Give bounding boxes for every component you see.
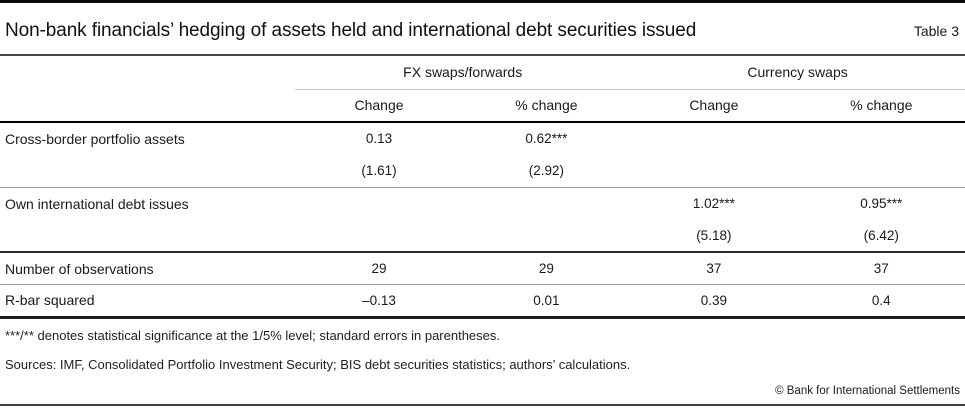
table-header: Non-bank financials’ hedging of assets h…: [0, 3, 965, 56]
column-header: Change: [354, 97, 404, 114]
cell-value: 0.13: [365, 131, 393, 147]
cell-value: [798, 155, 965, 188]
column-header: % change: [515, 97, 578, 114]
cell-value: [295, 187, 462, 220]
cell-value: 0.62***: [525, 131, 568, 147]
table-row: Own international debt issues 1.02*** 0.…: [0, 187, 965, 220]
copyright-notice: © Bank for International Settlements: [775, 385, 960, 397]
cell-value: 37: [706, 261, 722, 276]
column-header: % change: [850, 97, 913, 114]
row-label: Number of observations: [5, 260, 154, 277]
cell-value: [463, 220, 630, 253]
top-rule: [0, 0, 965, 3]
cell-value: [798, 122, 965, 155]
cell-value: [630, 122, 797, 155]
cell-value: 1.02***: [692, 196, 735, 211]
cell-value: [295, 220, 462, 253]
cell-value: 29: [371, 261, 387, 276]
cell-value: [630, 155, 797, 188]
column-header-row: Change % change Change % change: [0, 89, 965, 122]
row-label: R-bar squared: [5, 292, 95, 309]
cell-value: –0.13: [362, 292, 396, 308]
table-number-label: Table 3: [913, 22, 959, 39]
empty-corner-cell: [0, 89, 295, 122]
table-row: (1.61) (2.92): [0, 155, 965, 188]
sources-footnote: Sources: IMF, Consolidated Portfolio Inv…: [5, 356, 631, 372]
cell-value: 0.01: [533, 292, 560, 308]
column-group-row: FX swaps/forwards Currency swaps: [0, 56, 965, 90]
cell-value: 0.95***: [860, 196, 903, 211]
cell-value: (1.61): [361, 163, 397, 178]
cell-value: [463, 187, 630, 220]
row-label: Own international debt issues: [5, 195, 189, 212]
cell-value: 0.4: [871, 292, 891, 308]
cell-value: 0.39: [700, 292, 727, 308]
cell-value: 29: [538, 261, 554, 276]
page-title: Non-bank financials’ hedging of assets h…: [5, 19, 697, 41]
empty-corner-cell: [0, 56, 295, 89]
cell-value: (2.92): [528, 163, 565, 178]
regression-table: FX swaps/forwards Currency swaps Change …: [0, 56, 965, 319]
row-label: Cross-border portfolio assets: [5, 130, 185, 147]
column-header: Change: [689, 97, 739, 114]
column-group-currency-swaps: Currency swaps: [630, 56, 965, 90]
table-row: (5.18) (6.42): [0, 220, 965, 253]
bottom-rule: [0, 404, 965, 406]
column-group-fx-swaps: FX swaps/forwards: [295, 56, 631, 90]
row-label: [0, 220, 295, 253]
significance-footnote: ***/** denotes statistical significance …: [5, 327, 500, 343]
footnotes-section: ***/** denotes statistical significance …: [0, 319, 965, 372]
cell-value: (6.42): [863, 227, 899, 243]
cell-value: 37: [873, 261, 889, 276]
table-row: Number of observations 29 29 37 37: [0, 252, 965, 285]
table-row: R-bar squared –0.13 0.01 0.39 0.4: [0, 285, 965, 317]
row-label: [0, 155, 295, 188]
cell-value: (5.18): [696, 227, 732, 243]
table-row: Cross-border portfolio assets 0.13 0.62*…: [0, 122, 965, 155]
